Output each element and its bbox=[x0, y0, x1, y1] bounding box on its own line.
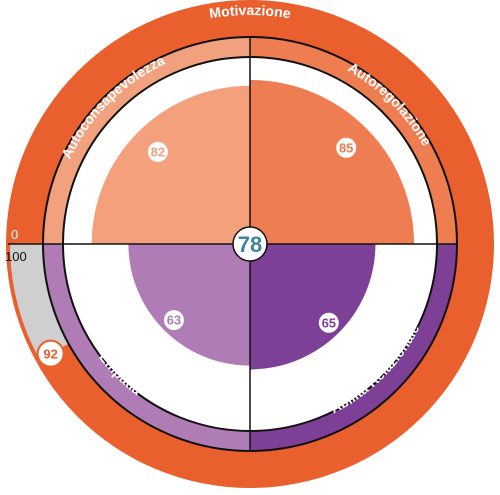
value-badge-autoregolazione bbox=[334, 135, 359, 160]
value-badge-abilita-relazionale-text: 65 bbox=[322, 315, 336, 330]
value-badge-empatia-text: 63 bbox=[167, 313, 181, 328]
value-sector-autoconsapevolezza bbox=[91, 85, 251, 245]
motivation-value-badge bbox=[36, 339, 65, 368]
value-sector-abilita-relazionale bbox=[250, 244, 376, 370]
overall-value: 78 bbox=[238, 232, 262, 257]
value-badge-autoconsapevolezza-text: 82 bbox=[151, 144, 165, 159]
value-badge-autoregolazione-text: 85 bbox=[339, 140, 353, 155]
motivation-remaining-track bbox=[9, 244, 69, 360]
value-badge-autoconsapevolezza bbox=[145, 139, 170, 164]
value-sector-empatia bbox=[128, 244, 250, 366]
scale-max-label: 100 bbox=[5, 249, 27, 264]
value-badge-abilita-relazionale bbox=[316, 310, 341, 335]
scale-min-label: 0 bbox=[11, 227, 18, 242]
value-badge-empatia bbox=[161, 308, 186, 333]
motivation-title: Motivazione bbox=[208, 2, 292, 21]
value-sector-autoregolazione bbox=[250, 79, 415, 244]
motivation-value: 92 bbox=[43, 347, 57, 362]
overall-badge bbox=[232, 226, 268, 262]
